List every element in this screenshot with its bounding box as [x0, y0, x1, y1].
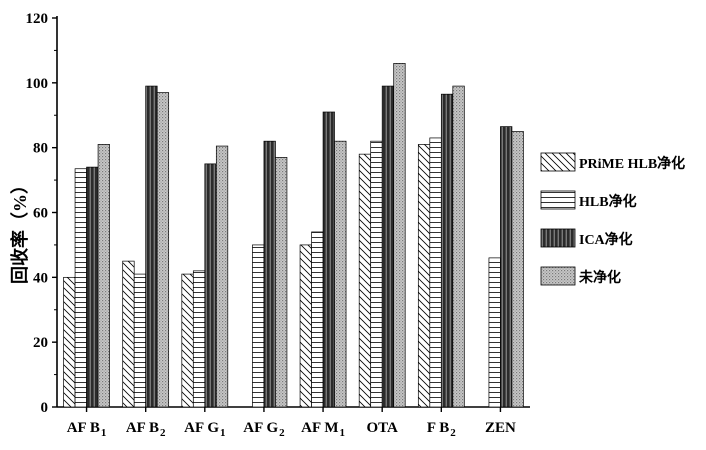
y-tick-label: 40 — [33, 270, 48, 286]
legend-label-3: ICA净化 — [579, 231, 633, 248]
bar-4-cat-2 — [156, 92, 170, 408]
bar-4-cat-6 — [393, 63, 406, 408]
bar-4-cat-7 — [452, 85, 465, 408]
bar-1-cat-3 — [181, 273, 194, 408]
bar-4-cat-4 — [275, 157, 288, 408]
bar-3-cat-4 — [263, 140, 276, 408]
bar-4-cat-1 — [97, 144, 110, 408]
bar-3-cat-1 — [86, 166, 99, 408]
legend-swatch-4 — [540, 266, 576, 286]
bar-3-cat-2 — [145, 85, 158, 408]
bar-1-cat-7 — [417, 144, 431, 408]
bar-3-cat-3 — [204, 163, 217, 408]
x-tick-label: OTA — [366, 420, 398, 436]
bar-3-cat-6 — [381, 85, 395, 408]
legend-swatch-1 — [540, 152, 576, 172]
bar-1-cat-2 — [122, 260, 135, 408]
x-tick-label: AF B1 — [67, 420, 107, 439]
y-axis-label: 回收率（%） — [9, 176, 30, 284]
bar-1-cat-6 — [358, 153, 372, 408]
bar-4-cat-5 — [334, 140, 347, 408]
x-tick-label: ZEN — [485, 420, 516, 436]
x-tick-label: AF M1 — [301, 420, 345, 439]
bars — [63, 63, 524, 408]
legend-swatch-2 — [540, 190, 576, 210]
bar-4-cat-3 — [215, 145, 229, 408]
y-tick-label: 100 — [26, 76, 49, 92]
axis-ticks: 0 20 40 60 80 100 120 AF B1 AF B2 AF G1 AF G2 AF M1… — [26, 11, 517, 439]
x-tick-label: AF B2 — [126, 420, 166, 439]
bar-2-cat-2 — [133, 273, 147, 408]
bar-2-cat-4 — [252, 244, 265, 408]
bar-1-cat-5 — [299, 244, 312, 408]
y-tick-label: 80 — [33, 141, 48, 157]
bar-3-cat-7 — [440, 93, 454, 408]
legend-swatch-3 — [540, 228, 576, 248]
y-tick-label: 60 — [33, 206, 48, 222]
y-tick-label: 120 — [26, 11, 49, 27]
x-tick-label: F B2 — [427, 420, 456, 439]
bar-2-cat-1 — [74, 168, 87, 408]
bar-2-cat-8 — [488, 257, 501, 408]
bar-4-cat-8 — [511, 131, 524, 408]
bar-2-cat-5 — [311, 231, 324, 408]
x-tick-label: AF G1 — [184, 420, 225, 439]
bar-2-cat-3 — [192, 270, 206, 408]
legend-label-1: PRiME HLB净化 — [579, 155, 685, 172]
y-tick-label: 20 — [33, 335, 48, 351]
bar-2-cat-7 — [429, 137, 442, 408]
bar-1-cat-1 — [63, 276, 76, 408]
legend-label-4: 未净化 — [579, 269, 621, 286]
bar-2-cat-6 — [370, 140, 383, 408]
y-tick-label: 0 — [41, 400, 49, 416]
bar-3-cat-8 — [500, 126, 513, 408]
bar-3-cat-5 — [322, 111, 335, 408]
x-tick-label: AF G2 — [243, 420, 285, 439]
legend-label-2: HLB净化 — [579, 193, 637, 210]
